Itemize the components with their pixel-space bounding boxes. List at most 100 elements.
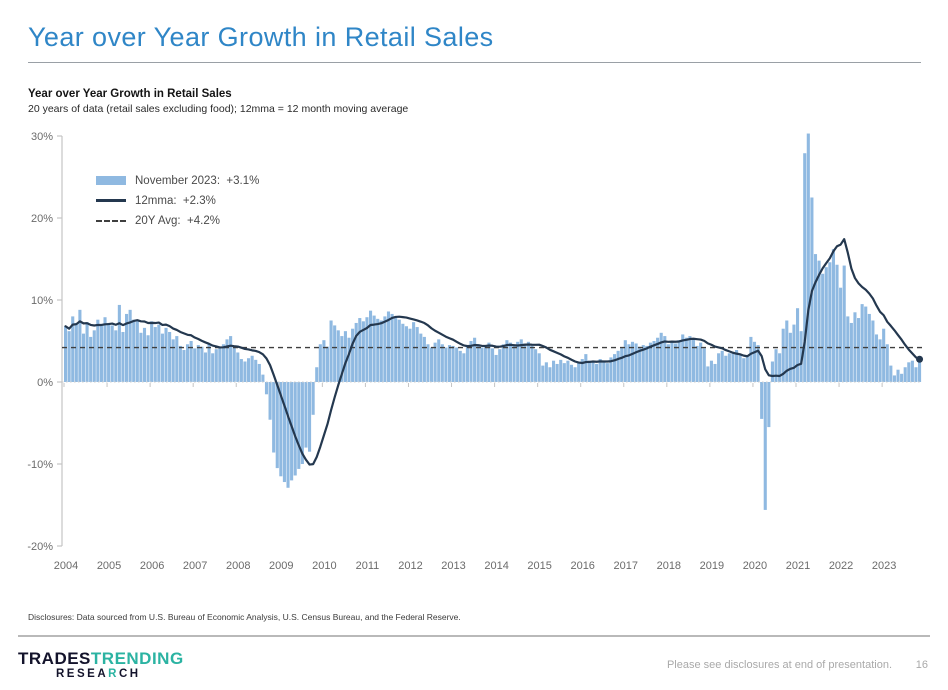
bar (742, 358, 746, 382)
bar (81, 333, 86, 382)
bar (616, 350, 620, 382)
y-axis-label: 30% (31, 131, 53, 143)
bar (688, 336, 692, 382)
x-axis-label: 2006 (140, 560, 164, 572)
bar (386, 311, 391, 382)
bar (67, 331, 71, 382)
page-title: Year over Year Growth in Retail Sales (28, 22, 494, 52)
bar (135, 321, 139, 382)
x-axis-label: 2022 (829, 560, 853, 572)
bar (720, 350, 724, 382)
bar (465, 345, 469, 382)
bar (164, 327, 168, 382)
bar (383, 316, 387, 382)
bar (508, 342, 513, 382)
bar (117, 304, 121, 382)
bar (347, 337, 351, 382)
bar (455, 347, 459, 382)
logo-trending-text: TRENDING (90, 649, 184, 668)
bar (835, 264, 839, 382)
y-axis-label: -20% (27, 541, 53, 553)
bar (770, 361, 774, 382)
bar (885, 344, 889, 382)
bar (584, 354, 588, 382)
bar (92, 330, 96, 382)
bar (225, 339, 229, 382)
bar (892, 375, 896, 382)
bar (569, 364, 574, 382)
x-axis-label: 2013 (441, 560, 465, 572)
bar (559, 359, 563, 382)
bar (451, 345, 455, 382)
bar (282, 382, 286, 483)
bar (469, 341, 473, 382)
bar (900, 373, 904, 382)
bar (666, 344, 670, 382)
bar (706, 366, 710, 382)
bar (264, 382, 269, 395)
bar (150, 321, 154, 382)
bar (178, 345, 182, 382)
bar (623, 340, 627, 382)
bar (422, 336, 426, 382)
bar (232, 346, 236, 382)
bar (182, 350, 186, 382)
bar (494, 354, 498, 382)
bar (738, 354, 742, 382)
bar (889, 365, 893, 382)
bar (408, 328, 412, 382)
x-axis-label: 2016 (570, 560, 594, 572)
bar (788, 332, 792, 382)
bar (103, 317, 107, 382)
bar (763, 382, 767, 510)
bar (534, 349, 538, 382)
logo-r-accent: R (108, 667, 119, 680)
bar (824, 267, 828, 382)
bar (171, 339, 175, 382)
x-axis-label: 2010 (312, 560, 336, 572)
bar (397, 319, 401, 382)
bar (71, 316, 75, 382)
legend-label: 20Y Avg: +4.2% (135, 214, 220, 227)
legend-item-20y-avg: 20Y Avg: +4.2% (96, 214, 259, 227)
bar (774, 349, 778, 382)
legend-item-12mma: 12mma: +2.3% (96, 194, 259, 207)
bar (630, 341, 635, 382)
bar (394, 316, 398, 382)
y-axis-label: -10% (27, 459, 53, 471)
bar (300, 382, 304, 464)
bar (713, 363, 717, 382)
bar (602, 361, 606, 382)
bar (462, 353, 466, 382)
bar (318, 344, 322, 382)
bar (627, 344, 631, 382)
bar (580, 359, 584, 382)
bar (247, 358, 251, 382)
bar (681, 334, 685, 382)
x-axis-label: 2011 (356, 560, 380, 572)
bar (702, 348, 706, 382)
bar (796, 308, 800, 382)
bar (325, 346, 330, 382)
bar (548, 367, 552, 382)
bar (336, 330, 340, 382)
bar (735, 350, 739, 382)
bar (214, 349, 218, 382)
bar (458, 350, 462, 382)
bar (537, 353, 541, 382)
bar (480, 347, 484, 382)
bar (379, 320, 383, 382)
bar (857, 318, 861, 382)
bar (290, 382, 294, 481)
bar (476, 344, 480, 382)
bar (64, 326, 68, 382)
bar (343, 331, 347, 382)
bar (415, 327, 419, 382)
mma12-line (64, 238, 921, 466)
bar (745, 355, 749, 382)
bar (186, 344, 190, 382)
bar (229, 336, 233, 382)
bar (573, 367, 577, 382)
bar (404, 326, 408, 382)
